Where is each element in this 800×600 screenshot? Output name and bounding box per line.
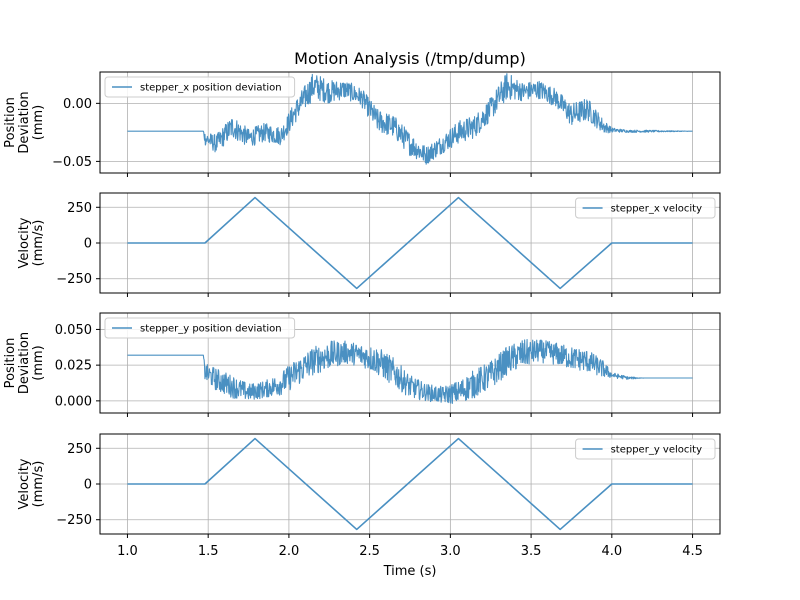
y-tick-label: 0.000 — [55, 394, 92, 409]
y-axis-title-line: Position — [3, 338, 18, 389]
legend-box — [575, 197, 716, 219]
x-tick-label: 1.5 — [198, 544, 219, 559]
y-axis-title-line: (mm) — [31, 105, 46, 140]
series-line-1 — [127, 338, 693, 404]
y-tick-label: 250 — [67, 442, 92, 457]
subplot-1: 0.00 −0.05 Position Deviation (mm) stepper_x … — [3, 71, 721, 177]
series-line-1 — [127, 196, 693, 290]
legend-label: stepper_y position deviation — [140, 324, 282, 335]
legend: stepper_y position deviation — [104, 317, 296, 339]
axes-frame — [99, 312, 721, 414]
y-tick-label: 250 — [67, 201, 92, 216]
y-axis-title-line: (mm/s) — [31, 220, 46, 267]
y-tick-label: −250 — [56, 513, 92, 528]
legend-box — [575, 438, 716, 460]
x-tick-label: 3.0 — [440, 544, 461, 559]
chart-title: Motion Analysis (/tmp/dump) — [294, 49, 526, 68]
y-tick-label: 0 — [84, 237, 92, 252]
subplot-2: 250 0 −250 Velocity (mm/s) stepper_x velocity — [17, 192, 721, 297]
axes-frame — [99, 71, 721, 174]
y-tick-label: 0 — [84, 478, 92, 493]
y-tick-label: 0.00 — [63, 97, 92, 112]
x-tick-label: 2.0 — [279, 544, 300, 559]
legend-label: stepper_x velocity — [611, 204, 703, 215]
legend-box — [104, 76, 296, 98]
y-axis-title-line: Position — [3, 97, 18, 148]
subplot-4: 250 0 −250 1.0 1.5 2.0 2.5 3.0 3.5 4.0 4.5 Velocity… — [17, 433, 721, 559]
x-tick-label: 3.5 — [521, 544, 542, 559]
x-tick-label: 2.5 — [359, 544, 380, 559]
y-axis-title-line: Velocity — [17, 458, 32, 509]
x-tick-label: 4.5 — [682, 544, 703, 559]
x-tick-label: 4.0 — [601, 544, 622, 559]
y-axis-title-line: Deviation — [17, 332, 32, 394]
legend: stepper_x velocity — [575, 197, 716, 219]
y-tick-label: −0.05 — [52, 155, 92, 170]
legend: stepper_y velocity — [575, 438, 716, 460]
x-axis-title: Time (s) — [383, 564, 437, 579]
legend-label: stepper_x position deviation — [140, 83, 282, 94]
y-axis-title-line: (mm/s) — [31, 461, 46, 508]
legend-box — [104, 317, 296, 339]
y-tick-label: 0.025 — [55, 359, 92, 374]
y-axis-title-line: Velocity — [17, 217, 32, 268]
x-tick-label: 1.0 — [117, 544, 138, 559]
subplot-3: 0.050 0.025 0.000 Position Deviation (mm) step… — [3, 312, 721, 417]
y-tick-label: 0.050 — [55, 323, 92, 338]
series-line-1 — [127, 73, 693, 165]
series-line-1 — [127, 437, 693, 531]
y-tick-label: −250 — [56, 272, 92, 287]
y-axis-title-line: Deviation — [17, 91, 32, 153]
legend: stepper_x position deviation — [104, 76, 296, 98]
legend-label: stepper_y velocity — [611, 445, 703, 456]
y-axis-title-line: (mm) — [31, 345, 46, 380]
